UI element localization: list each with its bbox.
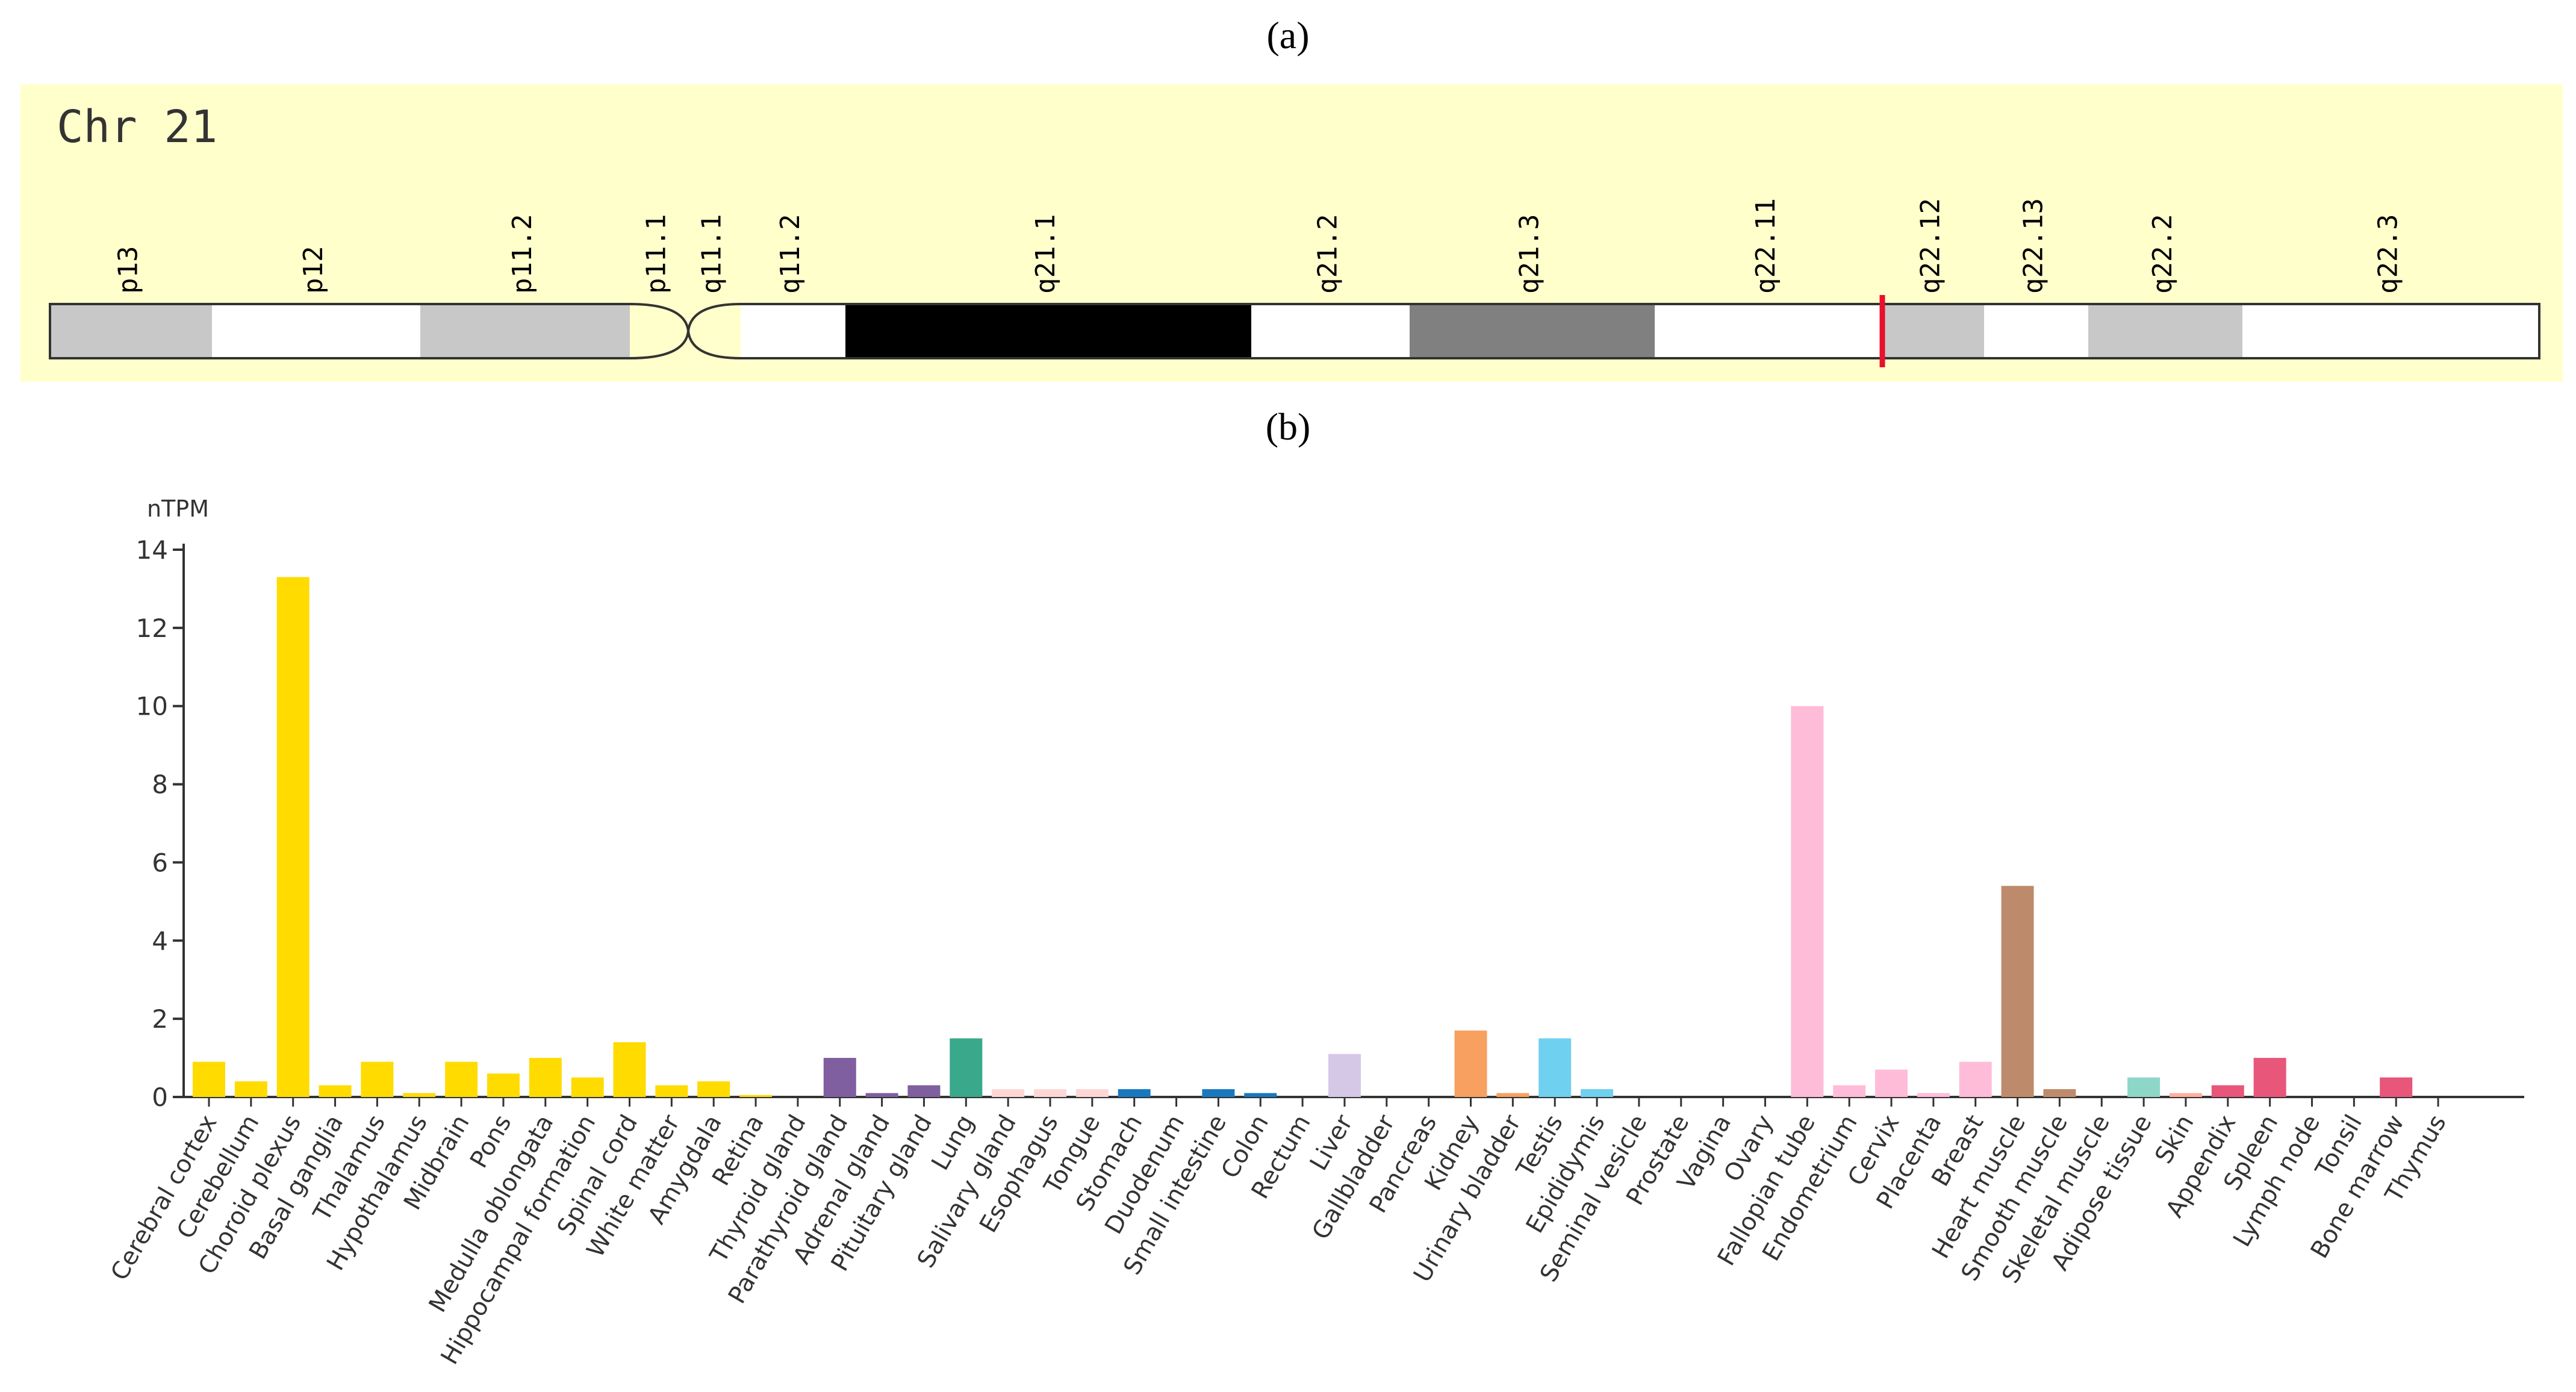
band-label-q21-1: q21.1 <box>1030 214 1061 294</box>
chromosome-outline <box>49 303 2540 359</box>
bar <box>1581 1089 1614 1097</box>
bar <box>193 1061 225 1097</box>
band-label-q22-11: q22.11 <box>1750 198 1781 294</box>
chromosome-title: Chr 21 <box>57 101 217 153</box>
bar <box>2043 1089 2076 1097</box>
band-label-p11-2: p11.2 <box>507 214 538 294</box>
band-label-q21-3: q21.3 <box>1514 214 1545 294</box>
bar <box>2380 1077 2413 1097</box>
bar <box>907 1085 941 1097</box>
bar <box>1118 1089 1151 1097</box>
band-label-q22-12: q22.12 <box>1915 198 1946 294</box>
band-label-p12: p12 <box>298 246 329 294</box>
band-p11-1 <box>630 304 688 358</box>
band-label-p13: p13 <box>113 246 144 294</box>
band-label-q21-2: q21.2 <box>1313 214 1343 294</box>
bar <box>1034 1089 1066 1097</box>
bar <box>361 1061 394 1097</box>
bar <box>403 1093 436 1097</box>
bar <box>1875 1069 1908 1097</box>
bar <box>2127 1077 2161 1097</box>
y-axis-title: nTPM <box>147 496 209 522</box>
bar <box>234 1081 267 1097</box>
bar <box>319 1085 352 1097</box>
band-q22-3 <box>2242 304 2539 358</box>
bar <box>1454 1030 1487 1097</box>
bar <box>1202 1089 1235 1097</box>
bar <box>655 1085 688 1097</box>
band-label-q22-2: q22.2 <box>2147 214 2178 294</box>
bar <box>529 1058 562 1097</box>
bar <box>950 1038 983 1097</box>
band-label-p11-1: p11.1 <box>641 214 672 294</box>
bar <box>2211 1085 2244 1097</box>
panel-label-b: (b) <box>1265 405 1311 448</box>
band-label-q11-2: q11.2 <box>775 214 806 294</box>
band-label-q11-1: q11.1 <box>697 214 727 294</box>
band-p12 <box>212 304 420 358</box>
bar <box>1075 1089 1109 1097</box>
band-p13 <box>50 304 212 358</box>
bar <box>276 577 310 1097</box>
band-label-q22-3: q22.3 <box>2373 214 2404 294</box>
bar <box>1791 706 1824 1097</box>
bar <box>1328 1054 1361 1097</box>
bar <box>1538 1038 1572 1097</box>
band-q21-3 <box>1410 304 1655 358</box>
bar <box>1244 1093 1277 1097</box>
y-tick-label: 0 <box>152 1083 168 1112</box>
y-tick-label: 12 <box>136 614 168 643</box>
y-tick-label: 2 <box>152 1004 168 1034</box>
bar <box>739 1095 773 1097</box>
bar <box>865 1093 898 1097</box>
bar <box>2169 1093 2202 1097</box>
bar <box>1833 1085 1866 1097</box>
y-tick-label: 8 <box>152 770 168 800</box>
band-q21-2 <box>1251 304 1410 358</box>
y-tick-label: 10 <box>136 692 168 721</box>
bar <box>697 1081 730 1097</box>
band-q22-13 <box>1984 304 2088 358</box>
bar <box>1917 1093 1950 1097</box>
bar <box>992 1089 1025 1097</box>
bar <box>2253 1058 2286 1097</box>
bar <box>1496 1093 1529 1097</box>
bar <box>2001 886 2034 1097</box>
bar <box>445 1061 478 1097</box>
band-q22-2 <box>2088 304 2242 358</box>
band-q22-11 <box>1655 304 1882 358</box>
band-q11-1 <box>688 304 741 358</box>
band-p11-2 <box>420 304 630 358</box>
band-label-q22-13: q22.13 <box>2018 198 2049 294</box>
bar <box>613 1042 646 1097</box>
bar <box>571 1077 604 1097</box>
band-q22-12 <box>1882 304 1984 358</box>
y-tick-label: 4 <box>152 926 168 955</box>
bar <box>823 1058 856 1097</box>
y-tick-label: 14 <box>136 535 168 565</box>
chromosome-ideogram: Chr 21 p13 p12 p11.2 p11.1 q11.1 q11.2 q21.1 q2… <box>49 101 2540 367</box>
y-tick-label: 6 <box>152 848 168 877</box>
panel-label-a: (a) <box>1266 14 1310 57</box>
band-q21-1 <box>845 304 1251 358</box>
band-q11-2 <box>741 304 845 358</box>
bar <box>487 1074 520 1097</box>
bar <box>1959 1061 1992 1097</box>
